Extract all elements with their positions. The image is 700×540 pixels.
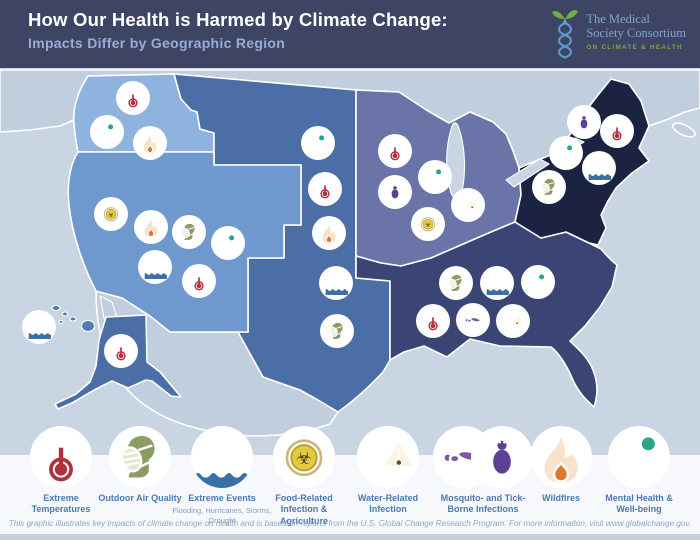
extreme-temperatures-map-icon bbox=[378, 134, 412, 168]
outdoor-air-quality-map-icon bbox=[320, 314, 354, 348]
legend-label: Water-Related Infection bbox=[357, 493, 419, 515]
wildfires-map-icon bbox=[134, 210, 168, 244]
org-tagline: ON CLIMATE & HEALTH bbox=[586, 43, 683, 51]
mental-health-map-icon bbox=[418, 160, 452, 194]
outdoor-air-quality-map-icon bbox=[172, 215, 206, 249]
legend-label: Extreme Temperatures bbox=[31, 493, 91, 515]
org-name-line2: Society Consortium bbox=[586, 25, 686, 40]
extreme-events-map-icon bbox=[138, 250, 172, 284]
legend-item-extreme-temperatures: Extreme Temperatures bbox=[5, 426, 117, 516]
legend-label: Food-Related Infection & Agriculture bbox=[275, 493, 333, 526]
mental-health-map-icon bbox=[549, 136, 583, 170]
extreme-events-icon bbox=[191, 426, 253, 488]
extreme-temperatures-map-icon bbox=[600, 114, 634, 148]
bottom-strip bbox=[0, 534, 700, 540]
water-related-map-icon bbox=[451, 188, 485, 222]
extreme-events-map-icon bbox=[582, 151, 616, 185]
legend-sublabel: Flooding, Hurricanes, Storms, Drought bbox=[172, 506, 272, 525]
extreme-temperatures-icon bbox=[30, 426, 92, 488]
extreme-temperatures-map-icon bbox=[308, 172, 342, 206]
mental-health-icon bbox=[608, 426, 670, 488]
outdoor-air-quality-map-icon bbox=[439, 266, 473, 300]
legend-item-mosquito-tick: Mosquito- and Tick-Borne Infections bbox=[427, 426, 539, 516]
legend-label: Wildfires bbox=[542, 493, 580, 503]
legend-label: Extreme Events bbox=[188, 493, 256, 503]
extreme-events-map-icon bbox=[319, 266, 353, 300]
tick-icon bbox=[471, 426, 533, 488]
mental-health-map-icon bbox=[301, 126, 335, 160]
footer-note: This graphic illustrates key impacts of … bbox=[8, 519, 692, 528]
extreme-temperatures-map-icon bbox=[104, 334, 138, 368]
map-icon-layer bbox=[22, 81, 634, 368]
page-title: How Our Health is Harmed by Climate Chan… bbox=[28, 9, 448, 30]
food-related-map-icon bbox=[94, 197, 128, 231]
org-logo-text: The Medical Society Consortium ON CLIMAT… bbox=[586, 7, 686, 51]
wildfires-map-icon bbox=[312, 216, 346, 250]
lake-erie bbox=[505, 158, 550, 188]
region-hawaii bbox=[51, 304, 96, 333]
wildfires-icon bbox=[530, 426, 592, 488]
outdoor-air-quality-icon bbox=[109, 426, 171, 488]
mental-health-map-icon bbox=[211, 226, 245, 260]
extreme-events-map-icon bbox=[480, 266, 514, 300]
legend-item-mental-health: Mental Health & Well-being bbox=[583, 426, 695, 516]
water-related-map-icon bbox=[496, 304, 530, 338]
food-related-icon bbox=[273, 426, 335, 488]
legend-item-food-related: Food-Related Infection & Agriculture bbox=[248, 426, 360, 527]
extreme-temperatures-map-icon bbox=[116, 81, 150, 115]
water-related-icon bbox=[357, 426, 419, 488]
mosquito-map-icon bbox=[456, 303, 490, 337]
food-related-map-icon bbox=[411, 207, 445, 241]
legend-item-wildfires: Wildfires bbox=[505, 426, 617, 504]
caduceus-leaf-icon bbox=[552, 10, 579, 59]
tick-map-icon bbox=[567, 105, 601, 139]
legend-label: Mosquito- and Tick-Borne Infections bbox=[440, 493, 526, 515]
extreme-events-map-icon bbox=[22, 310, 56, 344]
org-name-line1: The Medical bbox=[586, 12, 650, 26]
legend-item-outdoor-air-quality: Outdoor Air Quality bbox=[84, 426, 196, 504]
legend-item-extreme-events: Extreme Events Flooding, Hurricanes, Stor… bbox=[166, 426, 278, 526]
legend-label: Mental Health & Well-being bbox=[605, 493, 673, 515]
mental-health-map-icon bbox=[90, 115, 124, 149]
extreme-temperatures-map-icon bbox=[416, 304, 450, 338]
nova-scotia-silhouette bbox=[672, 122, 696, 138]
wildfires-map-icon bbox=[133, 126, 167, 160]
header: How Our Health is Harmed by Climate Chan… bbox=[0, 0, 700, 68]
mental-health-map-icon bbox=[521, 265, 555, 299]
legend-label: Outdoor Air Quality bbox=[98, 493, 182, 503]
tick-map-icon bbox=[378, 175, 412, 209]
org-logo: The Medical Society Consortium ON CLIMAT… bbox=[550, 7, 686, 61]
page-subtitle: Impacts Differ by Geographic Region bbox=[28, 35, 286, 51]
legend-item-water-related: Water-Related Infection bbox=[332, 426, 444, 516]
outdoor-air-quality-map-icon bbox=[532, 170, 566, 204]
extreme-temperatures-map-icon bbox=[182, 264, 216, 298]
